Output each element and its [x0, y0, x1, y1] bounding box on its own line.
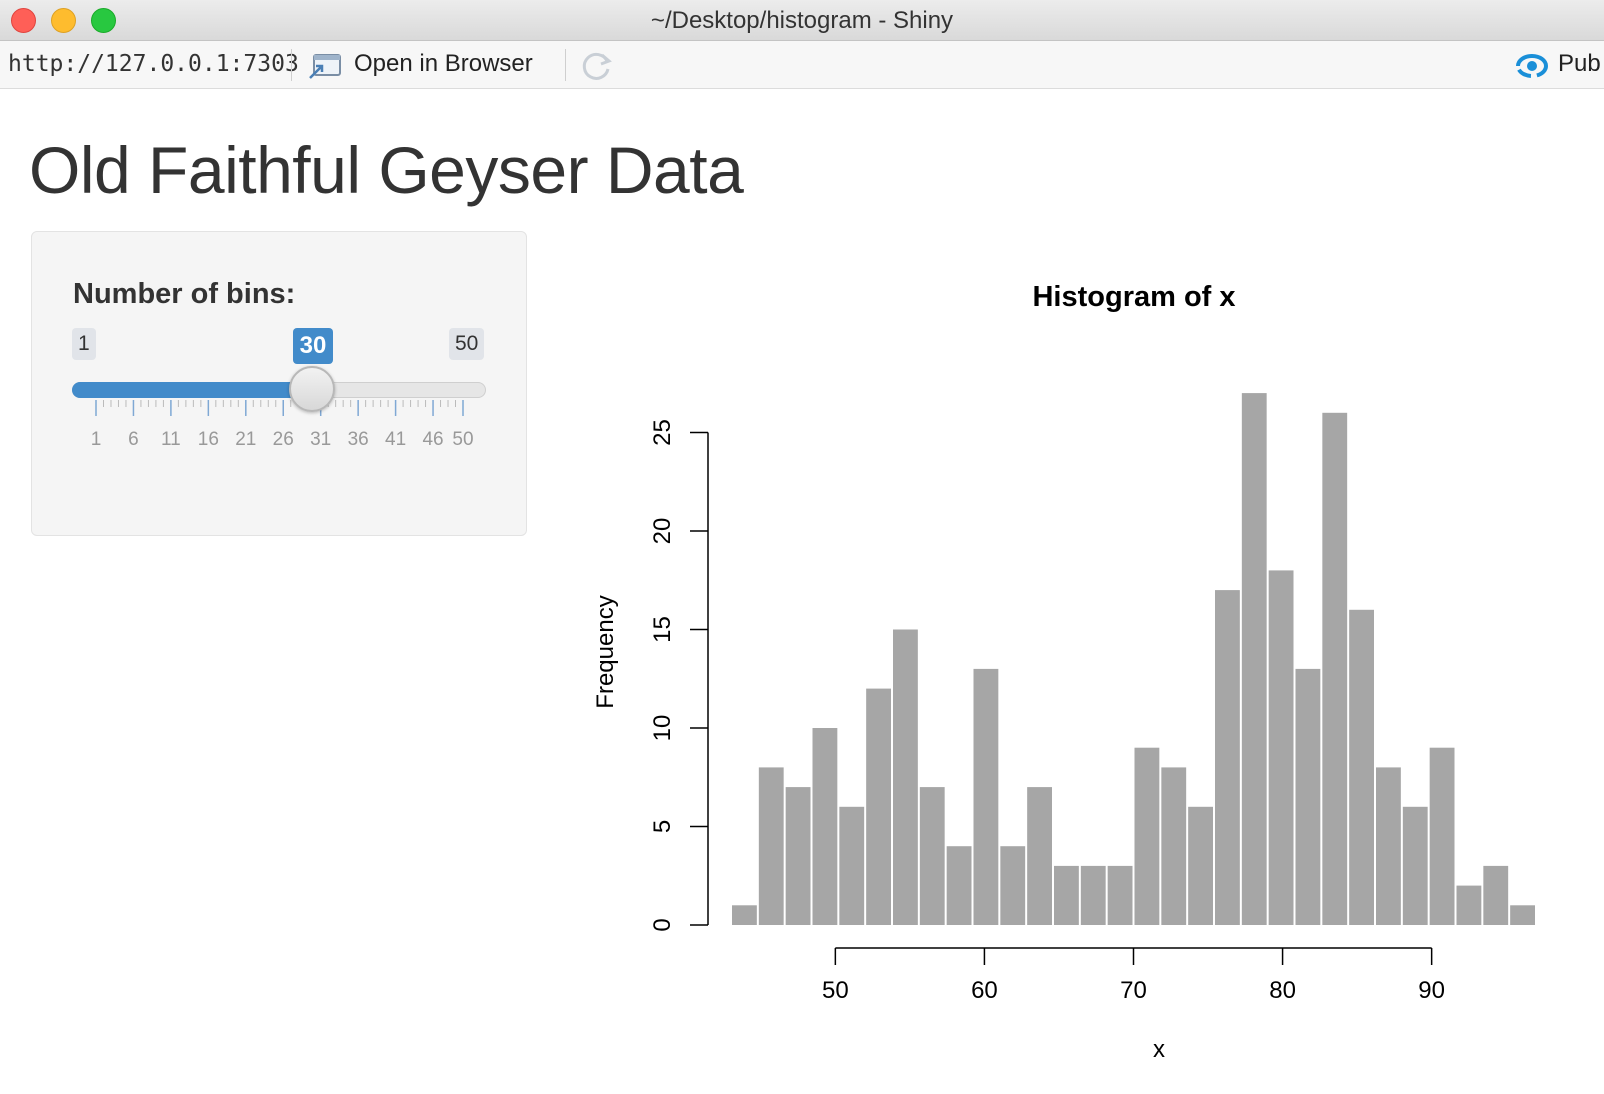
y-tick-label: 0 — [649, 918, 676, 931]
histogram-bar — [758, 767, 784, 925]
histogram-bar — [919, 787, 945, 925]
zoom-window-button[interactable] — [91, 8, 116, 33]
bins-label: Number of bins: — [73, 278, 296, 310]
histogram-bar — [1456, 885, 1482, 925]
histogram-bar — [1295, 668, 1321, 925]
slider-grid-label: 50 — [452, 429, 474, 450]
histogram-bar — [1322, 412, 1348, 925]
slider-grid-label: 6 — [128, 429, 139, 450]
y-tick-label: 15 — [649, 616, 676, 643]
histogram-bar — [1376, 767, 1401, 925]
publish-icon[interactable] — [1512, 51, 1552, 81]
bins-slider: 1 50 30 1 6 11 16 21 26 31 36 41 46 50 — [0, 0, 527, 480]
window-title-bar: ~/Desktop/histogram - Shiny — [0, 0, 1604, 41]
publish-button[interactable]: Pub — [1558, 50, 1601, 77]
histogram-bar — [1134, 747, 1160, 925]
slider-grid-label: 21 — [235, 429, 257, 450]
x-tick-label: 80 — [1269, 977, 1296, 1004]
slider-fill — [72, 382, 314, 398]
refresh-icon[interactable] — [580, 49, 614, 83]
slider-grid-label: 31 — [310, 429, 332, 450]
toolbar-divider — [565, 49, 566, 81]
histogram-bar — [1080, 865, 1106, 925]
histogram-bar — [839, 806, 865, 925]
histogram-bar — [1107, 865, 1133, 925]
slider-grid-label: 36 — [347, 429, 369, 450]
x-tick-label: 90 — [1418, 977, 1445, 1004]
histogram-bar — [812, 728, 838, 925]
viewer-toolbar: http://127.0.0.1:7303 Open in Browser Pu… — [0, 41, 1604, 89]
x-tick-label: 60 — [971, 977, 998, 1004]
histogram-bar — [1027, 787, 1052, 925]
slider-grid-label: 46 — [422, 429, 444, 450]
page-title: Old Faithful Geyser Data — [29, 133, 744, 207]
histogram-bar — [1215, 590, 1240, 925]
x-tick-label: 50 — [822, 977, 849, 1004]
open-in-browser-icon[interactable] — [308, 52, 342, 80]
y-tick-label: 25 — [649, 419, 676, 446]
slider-grid-label: 1 — [90, 429, 102, 450]
close-window-button[interactable] — [11, 8, 36, 33]
slider-value-label: 30 — [293, 328, 333, 364]
histogram-bar — [1188, 806, 1213, 925]
url-display: http://127.0.0.1:7303 — [8, 51, 299, 77]
y-tick-label: 10 — [649, 715, 676, 742]
slider-grid-label: 11 — [161, 429, 181, 450]
histogram-bar — [893, 629, 918, 925]
histogram-bar — [946, 846, 972, 925]
histogram-bar — [1054, 865, 1079, 925]
y-tick-label: 5 — [649, 820, 676, 833]
histogram-bar — [1402, 806, 1428, 925]
toolbar-divider — [291, 49, 292, 81]
chart-title: Histogram of x — [1032, 281, 1235, 313]
histogram-bar — [732, 905, 757, 925]
histogram-bar — [1429, 747, 1455, 925]
minimize-window-button[interactable] — [51, 8, 76, 33]
slider-max-label: 50 — [449, 328, 485, 360]
histogram-bar — [1161, 767, 1187, 925]
histogram-chart: Histogram of x Frequency x 0 5 10 15 20 25 50 6… — [592, 281, 1535, 1063]
slider-grid-label: 16 — [197, 429, 219, 450]
open-in-browser-button[interactable]: Open in Browser — [354, 50, 533, 77]
y-tick-label: 20 — [649, 518, 676, 545]
slider-grid — [95, 400, 464, 416]
x-axis-label: x — [1153, 1036, 1165, 1063]
slider-grid-label: 41 — [385, 429, 407, 450]
slider-min-label: 1 — [72, 328, 96, 360]
histogram-bar — [866, 688, 891, 925]
histogram-bar — [785, 787, 811, 925]
histogram-bar — [1510, 905, 1535, 925]
histogram-bar — [1241, 393, 1267, 926]
x-tick-label: 70 — [1120, 977, 1147, 1004]
slider-grid-label: 26 — [272, 429, 294, 450]
histogram-bar — [1000, 846, 1026, 925]
histogram-bar — [1268, 570, 1294, 925]
histogram-bar — [1349, 609, 1374, 925]
y-axis-label: Frequency — [592, 595, 619, 708]
histogram-bar — [973, 668, 999, 925]
histogram-bar — [1483, 865, 1509, 925]
slider-handle[interactable] — [289, 366, 335, 412]
window-title: ~/Desktop/histogram - Shiny — [650, 7, 954, 34]
